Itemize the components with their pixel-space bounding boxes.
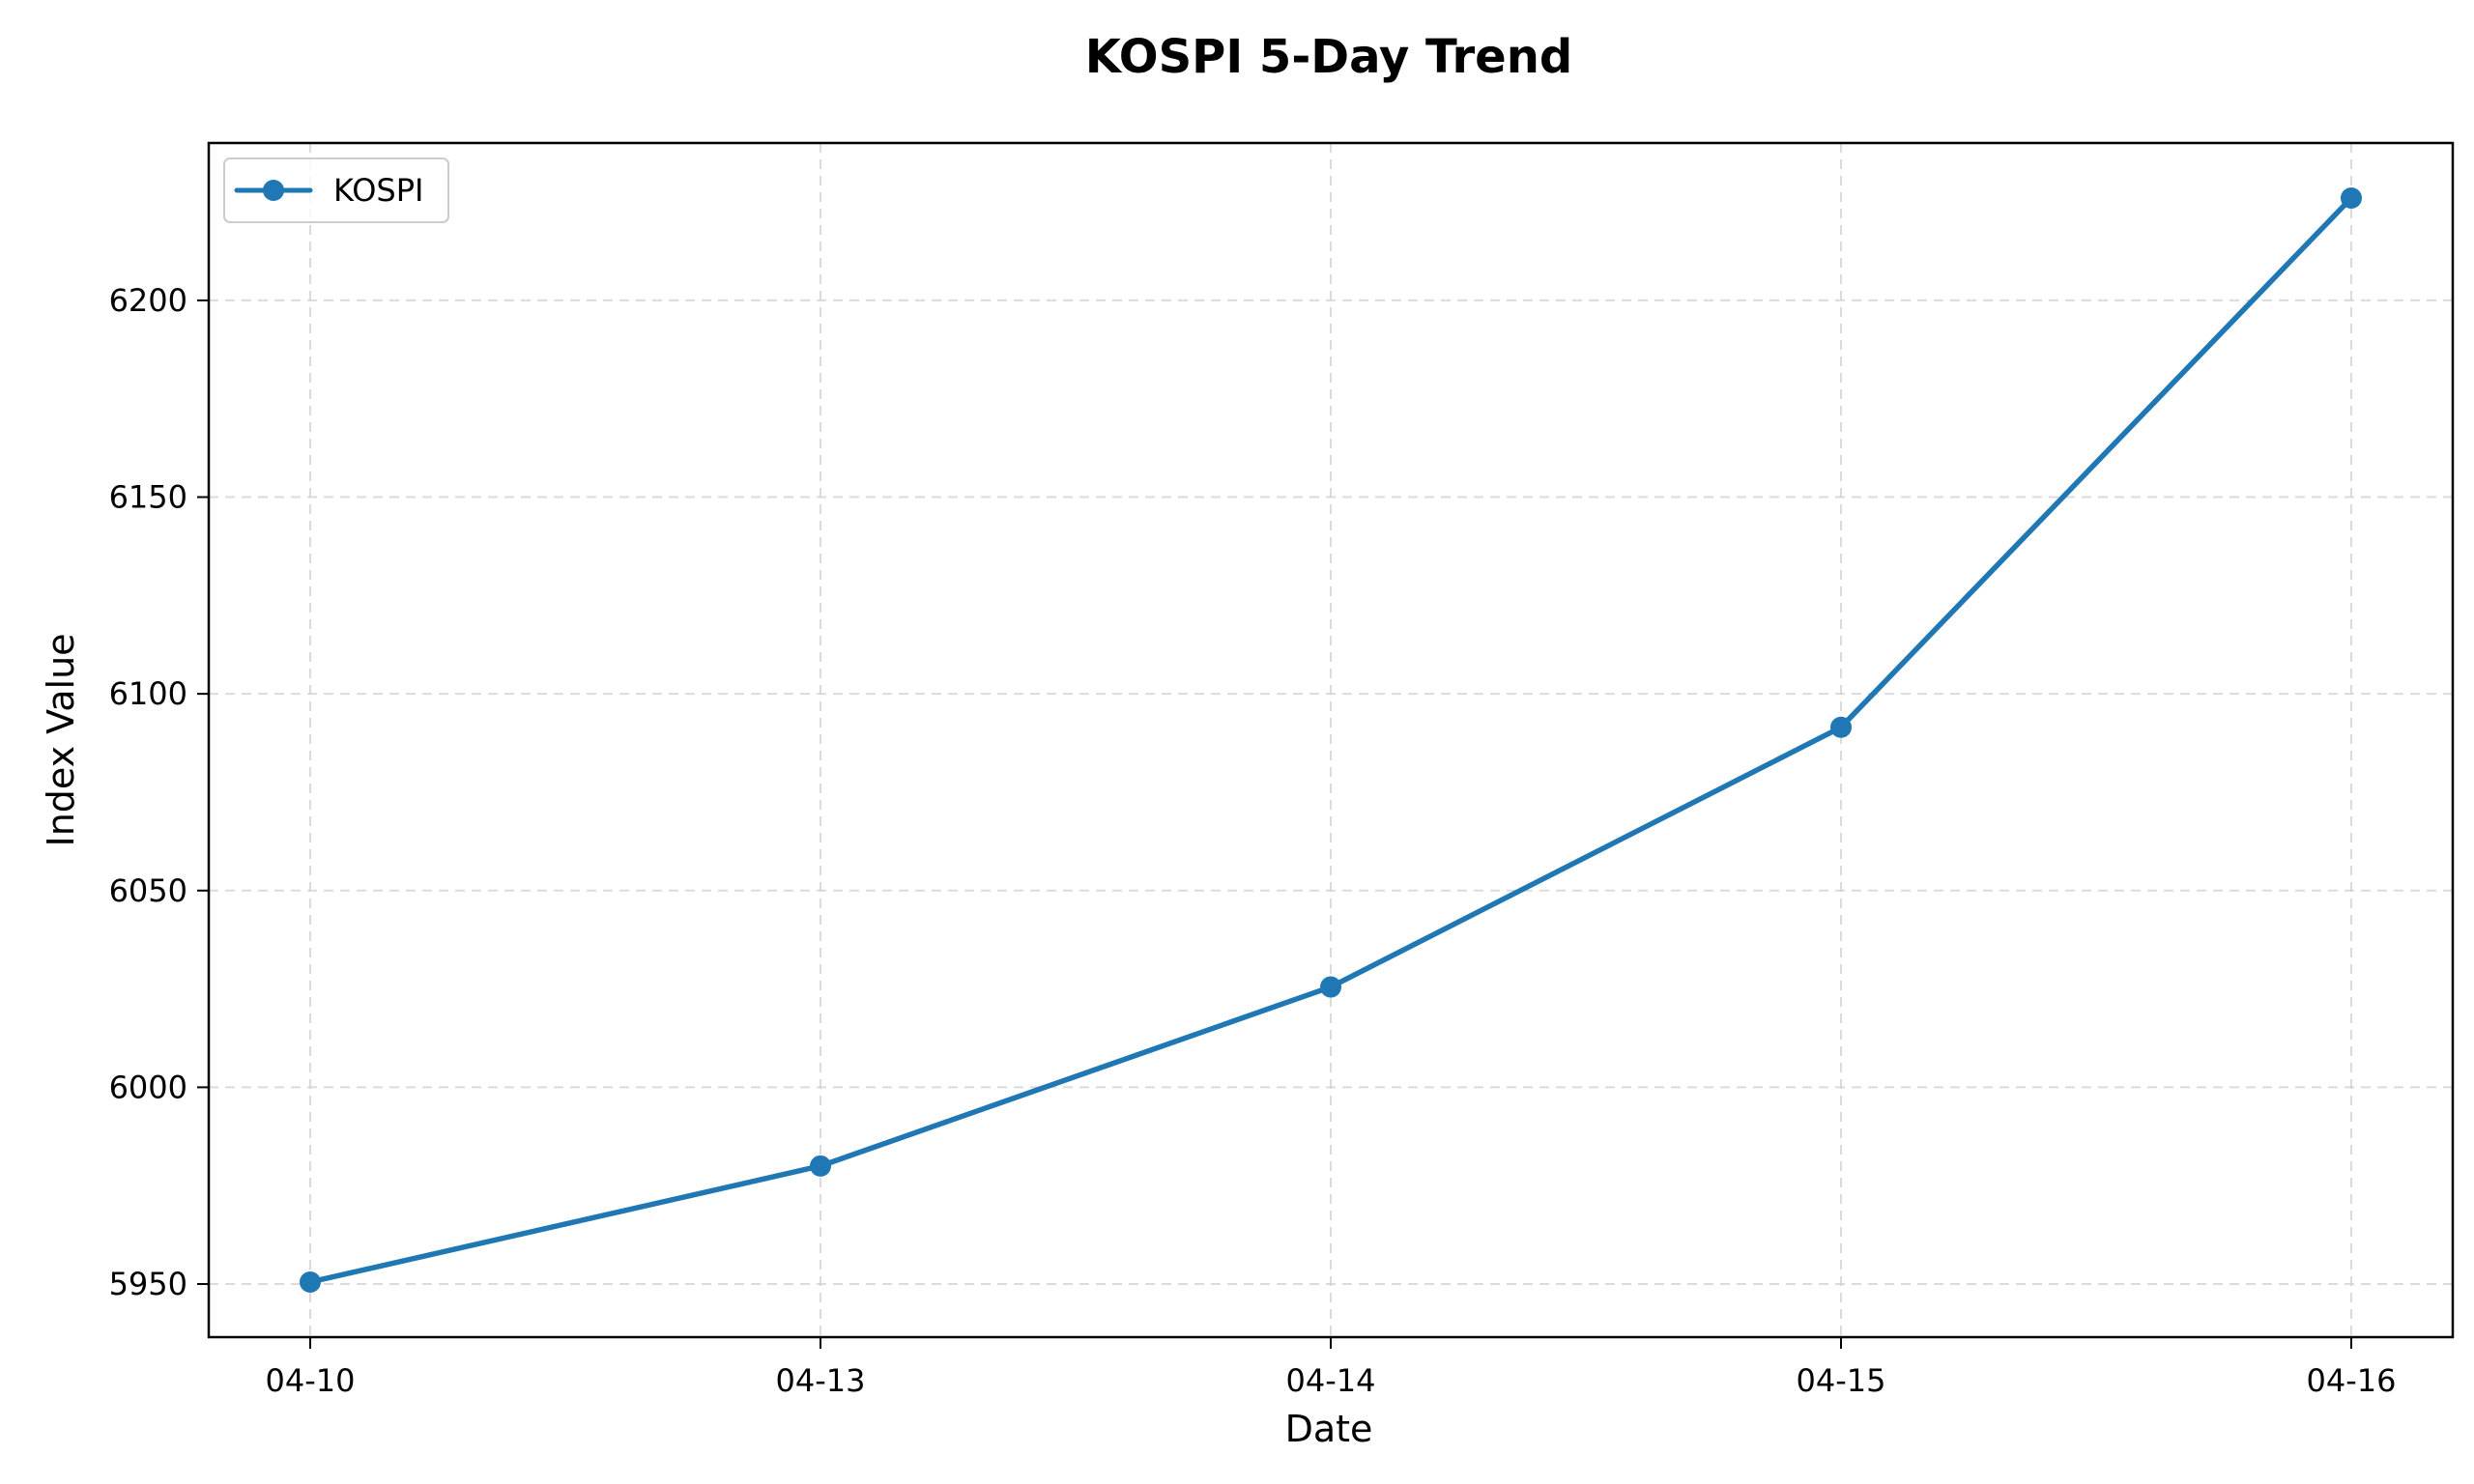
grid-lines	[209, 143, 2453, 1337]
y-tick-label: 5950	[109, 1266, 187, 1302]
y-tick-label: 6150	[109, 479, 187, 516]
x-tick-label: 04-10	[266, 1362, 356, 1399]
x-tick-label: 04-14	[1286, 1362, 1376, 1399]
x-tick-label: 04-16	[2307, 1362, 2397, 1399]
legend: KOSPI	[223, 157, 449, 223]
series-layer	[300, 187, 2362, 1293]
x-tick-label: 04-13	[776, 1362, 866, 1399]
legend-box	[223, 157, 449, 223]
y-tick-label: 6000	[109, 1069, 187, 1105]
y-tick-label: 6200	[109, 282, 187, 319]
x-axis-label: Date	[1285, 1408, 1373, 1450]
legend-series-marker	[263, 180, 284, 201]
y-axis-label: Index Value	[40, 633, 82, 846]
data-point	[2341, 187, 2362, 210]
chart-title: KOSPI 5-Day Trend	[1085, 30, 1572, 84]
legend-series-label: KOSPI	[333, 172, 423, 209]
y-axis: 5950 6000 6050 6100 6150 6200	[109, 282, 209, 1302]
data-point	[810, 1155, 831, 1177]
y-tick-label: 6050	[109, 872, 187, 909]
x-tick-label: 04-15	[1797, 1362, 1886, 1399]
x-axis: 04-10 04-13 04-14 04-15 04-16	[266, 1337, 2397, 1399]
data-point	[1320, 976, 1341, 998]
data-point	[1830, 716, 1852, 738]
data-point	[300, 1270, 321, 1293]
y-tick-label: 6100	[109, 675, 187, 712]
